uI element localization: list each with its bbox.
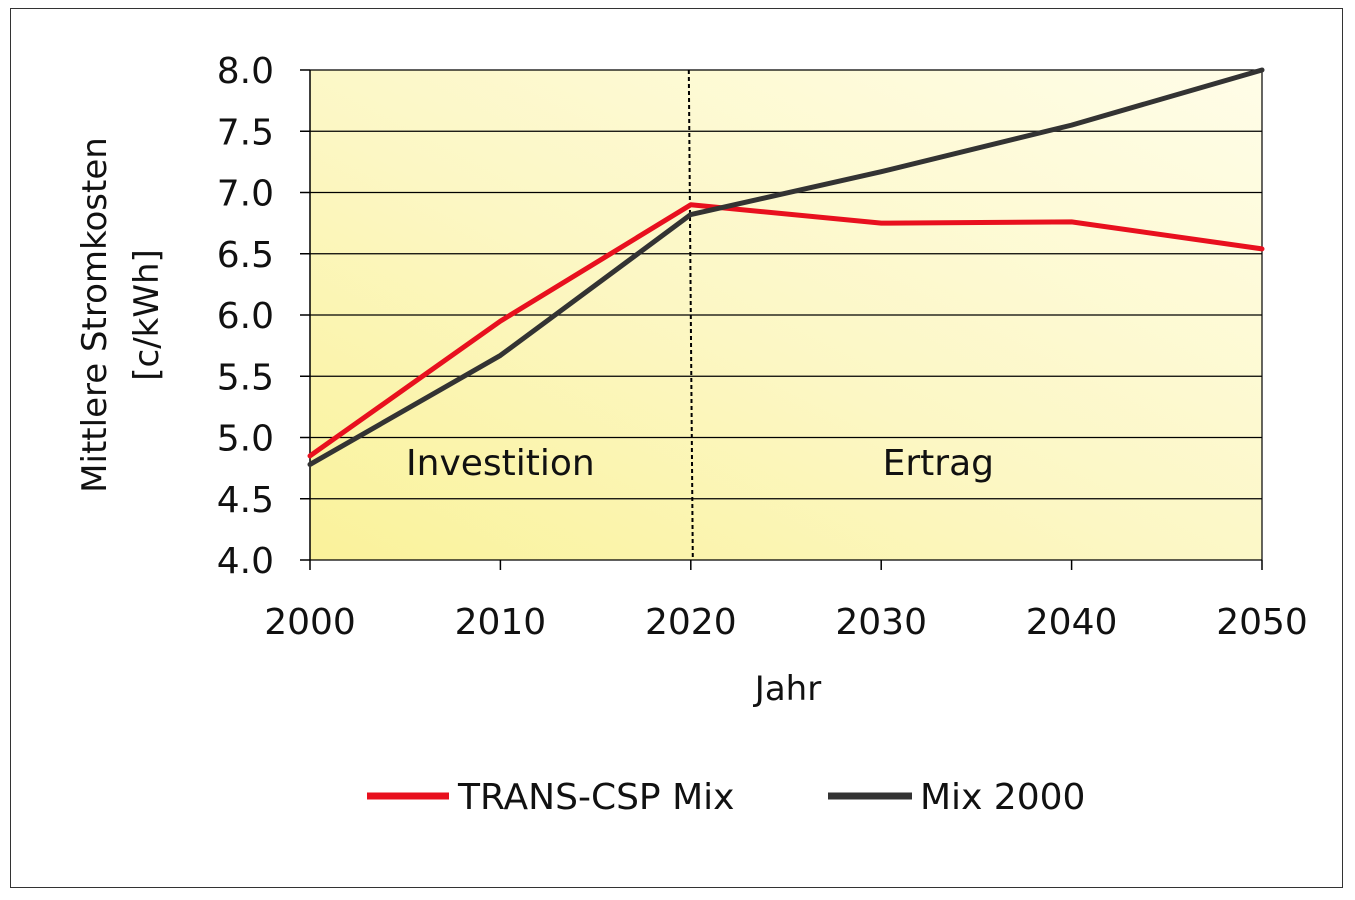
- y-tick-label: 6.0: [217, 296, 274, 337]
- legend-label-trans-csp: TRANS-CSP Mix: [457, 777, 734, 818]
- x-tick-label: 2050: [1216, 602, 1308, 643]
- series-line-1: [307, 67, 1265, 467]
- y-tick-label: 6.5: [217, 235, 274, 276]
- x-tick-label: 2020: [645, 602, 737, 643]
- y-tick-label: 4.5: [217, 480, 274, 521]
- divider-line: [687, 69, 694, 561]
- legend-label-mix-2000: Mix 2000: [920, 777, 1085, 818]
- y-tick-label: 4.0: [217, 541, 274, 582]
- x-axis-ticks: 2000 2010 2020 2030 2040 2050: [264, 560, 1308, 643]
- region-label: Investition: [406, 443, 595, 484]
- y-tick-label: 8.0: [217, 51, 274, 92]
- legend: TRANS-CSP Mix Mix 2000: [367, 777, 1085, 818]
- y-tick-label: 5.5: [217, 357, 274, 398]
- series: [307, 67, 1265, 467]
- y-axis-title-line1: Mittlere Stromkosten: [75, 137, 115, 493]
- series-line-0: [307, 202, 1265, 459]
- region-label: Ertrag: [883, 443, 994, 484]
- y-axis-ticks: 4.0 4.5 5.0 5.5 6.0 6.5 7.0 7.5 8.0: [217, 51, 274, 582]
- x-tick-label: 2010: [455, 602, 547, 643]
- y-tick-label: 7.0: [217, 174, 274, 215]
- y-tick-label: 7.5: [217, 112, 274, 153]
- x-tick-label: 2040: [1026, 602, 1118, 643]
- y-axis-title-line2: [c/kWh]: [127, 249, 167, 381]
- x-axis-title: Jahr: [753, 669, 821, 709]
- x-tick-label: 2000: [264, 602, 356, 643]
- y-tick-label: 5.0: [217, 419, 274, 460]
- x-tick-label: 2030: [835, 602, 927, 643]
- divider: [687, 69, 694, 561]
- region-labels: Investition Ertrag: [406, 443, 994, 484]
